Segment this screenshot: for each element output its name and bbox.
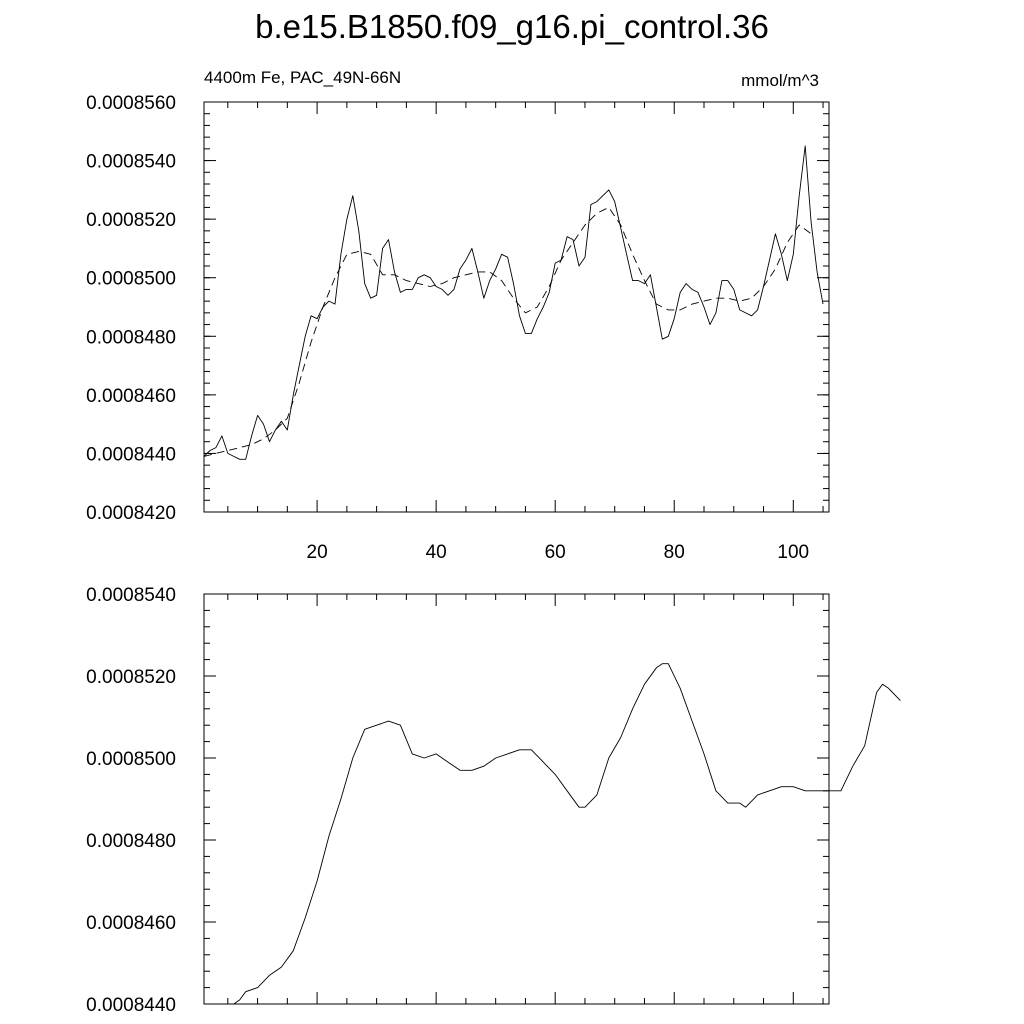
bottom-plot-frame — [203, 593, 830, 1005]
bottom-series-line — [221, 663, 901, 1005]
left-subtitle: 4400m Fe, PAC_49N-66N — [204, 68, 401, 87]
top-smoothed-series-line — [203, 206, 812, 457]
units-label: mmol/m^3 — [741, 71, 819, 90]
bottom-y-tick-label: 0.0008500 — [86, 749, 176, 770]
top-y-tick-label: 0.0008480 — [86, 327, 176, 348]
bottom-panel: 0.0008440 0.0008460 0.0008480 0.0008500 0.00… — [86, 585, 901, 1016]
top-y-tick-label: 0.0008500 — [86, 269, 176, 290]
bottom-y-tick-label: 0.0008540 — [86, 585, 176, 606]
bottom-y-tick-label: 0.0008460 — [86, 913, 176, 934]
bottom-y-tick-label: 0.0008520 — [86, 667, 176, 688]
top-x-tick-label: 60 — [545, 542, 566, 563]
top-y-tick-label: 0.0008460 — [86, 386, 176, 407]
top-x-tick-label: 80 — [664, 542, 685, 563]
top-y-tick-label: 0.0008540 — [86, 152, 176, 173]
top-panel: 0.0008420 0.0008440 0.0008460 0.0008480 0.00… — [86, 93, 830, 563]
bottom-y-tick-label: 0.0008440 — [86, 995, 176, 1016]
top-series-line — [203, 145, 824, 460]
top-plot-frame — [203, 101, 830, 513]
top-y-tick-label: 0.0008440 — [86, 444, 176, 465]
chart-title: b.e15.B1850.f09_g16.pi_control.36 — [255, 8, 769, 45]
top-y-tick-label: 0.0008420 — [86, 503, 176, 524]
top-x-tick-label: 20 — [307, 542, 328, 563]
bottom-y-tick-label: 0.0008480 — [86, 831, 176, 852]
top-y-tick-label: 0.0008560 — [86, 93, 176, 114]
top-x-tick-label: 100 — [777, 542, 809, 563]
top-x-tick-label: 40 — [426, 542, 447, 563]
top-y-tick-label: 0.0008520 — [86, 210, 176, 231]
